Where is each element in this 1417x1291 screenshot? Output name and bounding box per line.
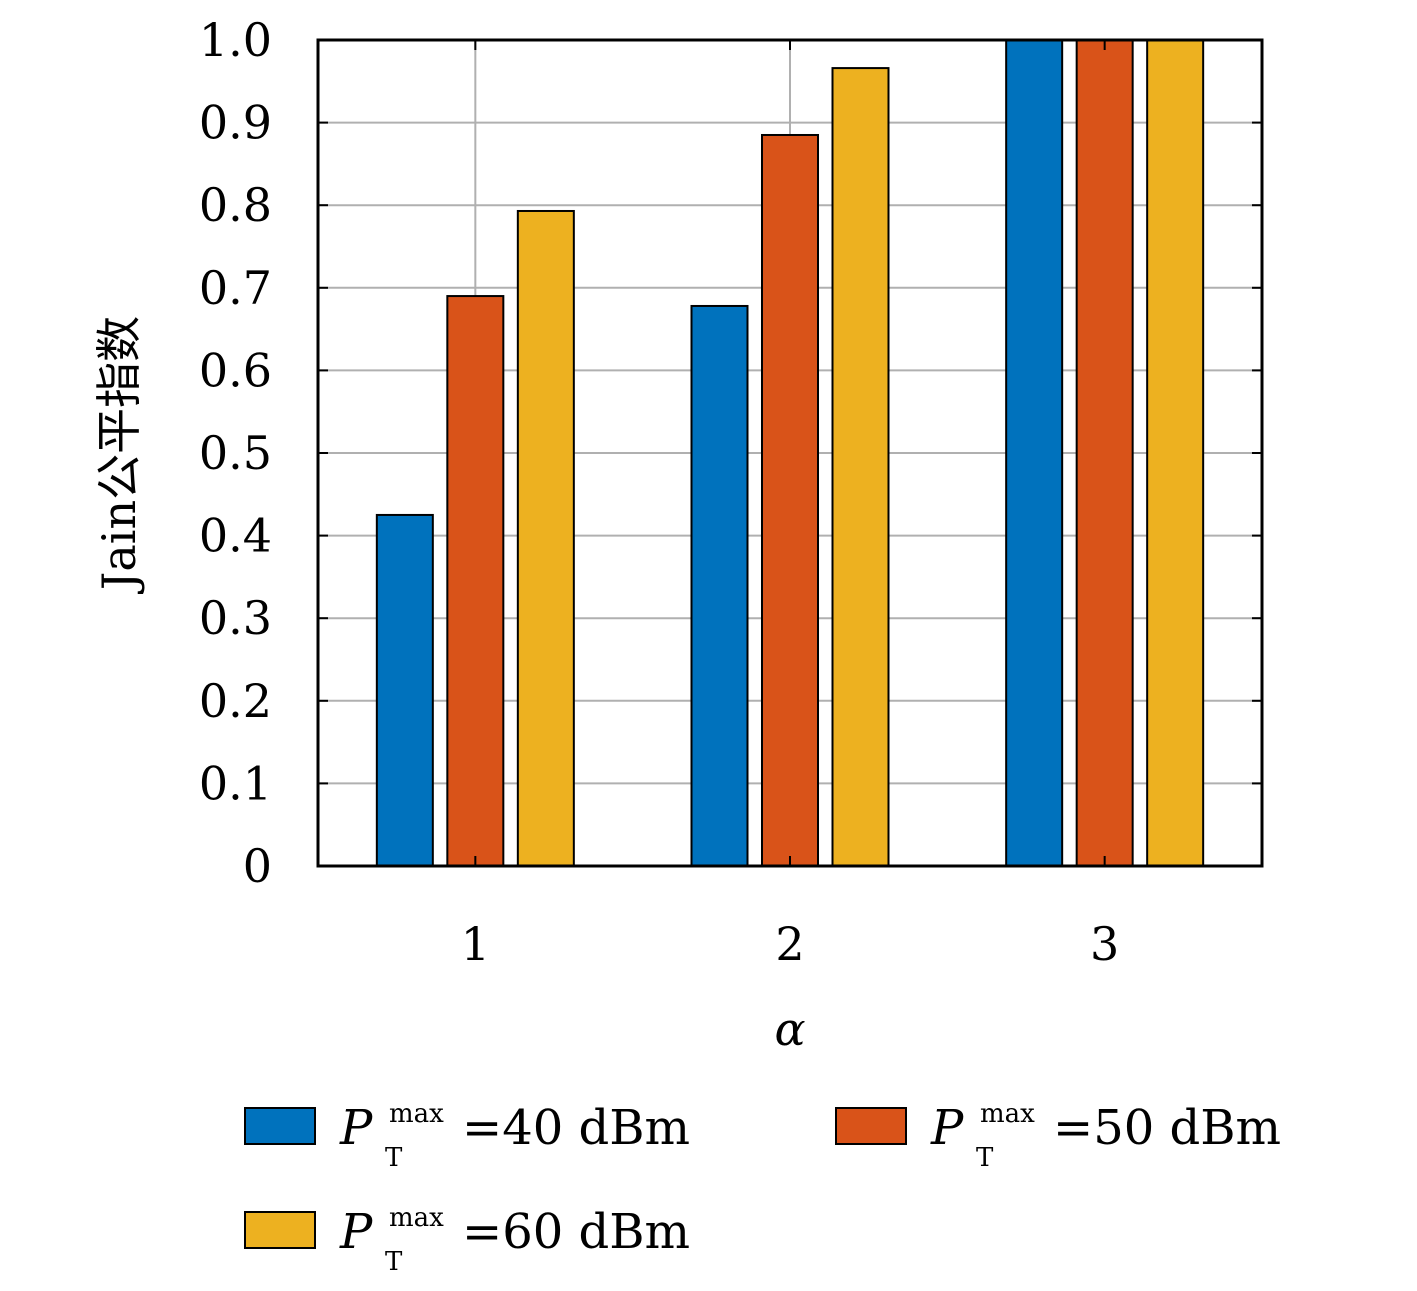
legend-superscript: max: [980, 1099, 1035, 1129]
legend-superscript: max: [389, 1203, 444, 1233]
legend-symbol: P: [930, 1100, 964, 1156]
y-axis-label: Jain公平指数: [92, 316, 146, 594]
x-tick-label: 3: [1090, 917, 1119, 971]
y-tick-label: 0.3: [199, 591, 272, 645]
bar: [375, 513, 434, 867]
bar: [516, 209, 575, 867]
legend-symbol: P: [339, 1204, 373, 1260]
legend-superscript: max: [389, 1099, 444, 1129]
x-tick-labels: 1 2 3: [461, 917, 1120, 971]
y-tick-label: 0.7: [199, 261, 272, 315]
bar: [761, 133, 819, 868]
legend-subscript: T: [385, 1247, 403, 1277]
legend-label: =50 dBm: [1053, 1100, 1281, 1156]
legend-subscript: T: [976, 1143, 994, 1173]
y-tick-label: 1.0: [199, 13, 272, 67]
y-tick-label: 0.2: [199, 674, 272, 728]
legend-subscript: T: [385, 1143, 403, 1173]
x-tick-label: 2: [775, 917, 804, 971]
y-tick-label: 0.6: [199, 343, 272, 397]
legend-label: =60 dBm: [462, 1204, 690, 1260]
bar: [831, 67, 890, 868]
bars: [375, 39, 1205, 868]
x-axis-label: α: [774, 1002, 805, 1056]
x-tick-label: 1: [461, 917, 490, 971]
axis-ticks: [318, 39, 1262, 867]
y-tick-label: 0.1: [199, 756, 272, 810]
legend-symbol: P: [339, 1100, 373, 1156]
y-tick-label: 0: [243, 839, 272, 893]
bar: [1075, 39, 1134, 867]
y-tick-labels: 0 0.1 0.2 0.3 0.4 0.5 0.6 0.7 0.8 0.9 1.0: [199, 13, 272, 893]
bar: [690, 304, 749, 867]
legend-swatch: [835, 1107, 907, 1145]
legend-swatch: [244, 1107, 316, 1145]
legend-label: =40 dBm: [462, 1100, 690, 1156]
y-tick-label: 0.9: [199, 96, 272, 150]
y-tick-label: 0.8: [199, 178, 272, 232]
legend-swatch: [244, 1211, 316, 1249]
bar: [446, 295, 505, 867]
y-tick-label: 0.4: [199, 509, 272, 563]
bar: [1005, 39, 1064, 867]
bar: [1146, 39, 1205, 867]
y-tick-label: 0.5: [199, 426, 272, 480]
